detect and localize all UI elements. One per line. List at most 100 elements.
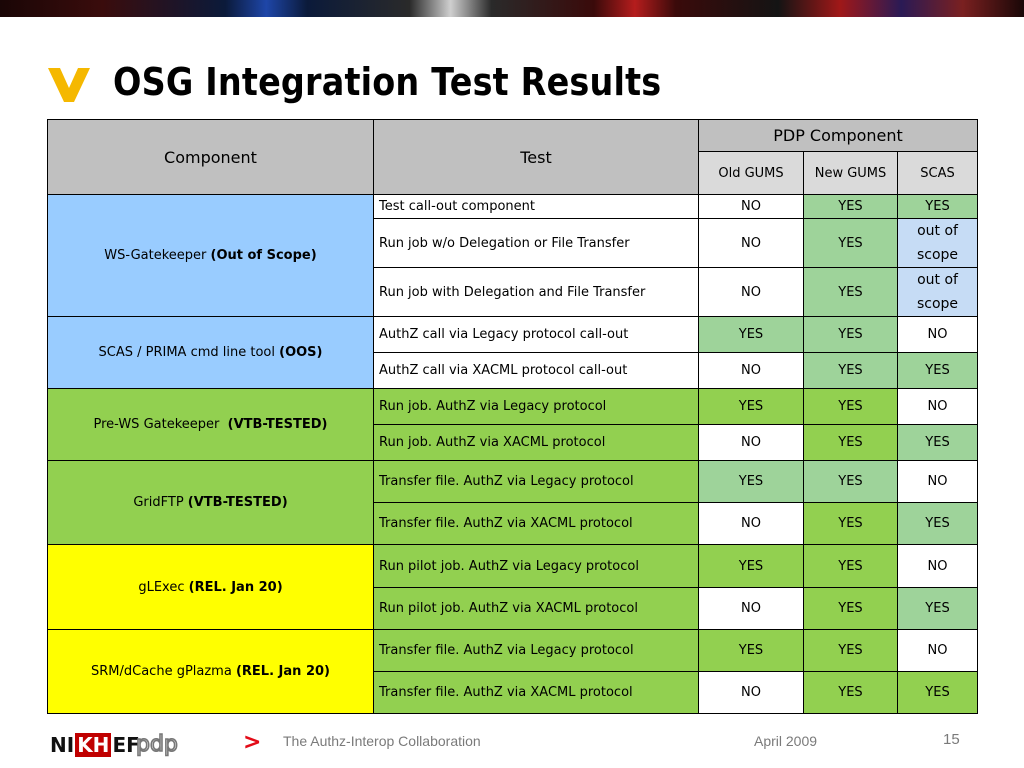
old-gums-cell: NO: [698, 424, 804, 461]
old-gums-cell: NO: [698, 587, 804, 630]
pdp-logo-text: pdp: [136, 732, 178, 757]
scas-cell: YES: [896, 587, 979, 630]
scas-cell: YES: [896, 424, 979, 461]
test-cell: Run job w/o Delegation or File Transfer: [373, 218, 699, 268]
old-gums-cell: NO: [698, 194, 804, 219]
new-gums-cell: YES: [803, 218, 898, 268]
component-status: (Out of Scope): [210, 248, 317, 263]
page-number: 15: [943, 731, 960, 748]
new-gums-cell: YES: [803, 544, 898, 588]
component-status: (REL. Jan 20): [235, 664, 330, 679]
footer-title: The Authz-Interop Collaboration: [283, 733, 481, 749]
new-gums-cell: YES: [803, 629, 898, 672]
test-cell: Transfer file. AuthZ via Legacy protocol: [373, 629, 699, 672]
component-cell: WS-Gatekeeper (Out of Scope): [47, 194, 374, 317]
test-cell: Run job. AuthZ via Legacy protocol: [373, 388, 699, 425]
component-name: Pre-WS Gatekeeper: [93, 417, 220, 432]
table-row: GridFTP (VTB-TESTED) Transfer file. Auth…: [47, 460, 979, 545]
old-gums-cell: NO: [698, 267, 804, 317]
old-gums-cell: YES: [698, 544, 804, 588]
new-gums-cell: YES: [803, 316, 898, 353]
new-gums-cell: YES: [803, 587, 898, 630]
table-row: Run job. AuthZ via XACML protocol NO YES…: [48, 424, 979, 461]
results-table: Component Test PDP Component Old GUMS Ne…: [47, 119, 979, 714]
old-gums-cell: YES: [698, 316, 804, 353]
table-row: SCAS / PRIMA cmd line tool (OOS) AuthZ c…: [47, 316, 979, 389]
footer-arrow-icon: >: [243, 730, 262, 755]
table-row: Run pilot job. AuthZ via XACML protocol …: [48, 587, 979, 630]
scas-cell: NO: [896, 629, 979, 672]
new-gums-cell: YES: [803, 194, 898, 219]
nikhef-logo: NI KH EF: [50, 732, 140, 758]
new-gums-cell: YES: [803, 502, 898, 545]
scas-cell: NO: [896, 544, 979, 588]
new-gums-cell: YES: [803, 671, 898, 714]
table-row: Run job w/o Delegation or File Transfer …: [48, 218, 979, 268]
new-gums-cell: YES: [803, 424, 898, 461]
new-gums-cell: YES: [803, 460, 898, 503]
component-status: (OOS): [279, 345, 323, 360]
component-status: (VTB-TESTED): [187, 495, 288, 510]
nikhef-logo-text-mid: KH: [75, 733, 112, 757]
table-row: Transfer file. AuthZ via XACML protocol …: [48, 502, 979, 545]
old-gums-cell: NO: [698, 502, 804, 545]
scas-cell: YES: [896, 352, 979, 389]
new-gums-cell: YES: [803, 267, 898, 317]
component-cell: SRM/dCache gPlazma (REL. Jan 20): [47, 629, 374, 714]
test-cell: Run job. AuthZ via XACML protocol: [373, 424, 699, 461]
header-pdp-component: PDP Component: [697, 119, 979, 152]
header-scas: SCAS: [896, 151, 979, 195]
test-cell: Run job with Delegation and File Transfe…: [373, 267, 699, 317]
slide-title: OSG Integration Test Results: [113, 60, 662, 104]
test-cell: Transfer file. AuthZ via XACML protocol: [373, 502, 699, 545]
header-component: Component: [47, 119, 374, 195]
old-gums-cell: NO: [698, 352, 804, 389]
old-gums-cell: YES: [698, 460, 804, 503]
pdp-logo: pdp: [136, 731, 179, 758]
test-cell: Transfer file. AuthZ via Legacy protocol: [373, 460, 699, 503]
component-cell: GridFTP (VTB-TESTED): [47, 460, 374, 545]
table-row: Pre-WS Gatekeeper (VTB-TESTED) Run job. …: [47, 388, 979, 461]
scas-cell: out of scope: [896, 218, 979, 268]
test-cell: Run pilot job. AuthZ via XACML protocol: [373, 587, 699, 630]
scas-cell: NO: [896, 388, 979, 425]
scas-cell: NO: [896, 460, 979, 503]
scas-cell: YES: [896, 194, 979, 219]
table-row: SRM/dCache gPlazma (REL. Jan 20) Transfe…: [47, 629, 979, 714]
nikhef-logo-text-left: NI: [50, 733, 75, 757]
component-name: SCAS / PRIMA cmd line tool: [98, 345, 275, 360]
scas-cell: out of scope: [896, 267, 979, 317]
component-cell: SCAS / PRIMA cmd line tool (OOS): [47, 316, 374, 389]
scas-cell: NO: [896, 316, 979, 353]
test-cell: AuthZ call via XACML protocol call-out: [373, 352, 699, 389]
old-gums-cell: NO: [698, 671, 804, 714]
table-row: Run job with Delegation and File Transfe…: [48, 267, 979, 317]
table-row: WS-Gatekeeper (Out of Scope) Test call-o…: [47, 194, 979, 317]
header-new-gums: New GUMS: [803, 151, 898, 195]
new-gums-cell: YES: [803, 388, 898, 425]
old-gums-cell: YES: [698, 388, 804, 425]
nikhef-logo-text-right: EF: [112, 733, 140, 757]
table-row: AuthZ call via XACML protocol call-out N…: [48, 352, 979, 389]
footer-date: April 2009: [754, 733, 818, 749]
component-cell: Pre-WS Gatekeeper (VTB-TESTED): [47, 388, 374, 461]
header-banner-image: [0, 0, 1024, 17]
component-status: (REL. Jan 20): [188, 579, 283, 595]
test-cell: AuthZ call via Legacy protocol call-out: [373, 316, 699, 353]
component-cell: gLExec (REL. Jan 20): [47, 544, 374, 630]
test-cell: Run pilot job. AuthZ via Legacy protocol: [373, 544, 699, 588]
component-status: (VTB-TESTED): [227, 417, 328, 432]
component-name: SRM/dCache gPlazma: [91, 664, 232, 679]
table-row: Transfer file. AuthZ via XACML protocol …: [48, 671, 979, 714]
new-gums-cell: YES: [803, 352, 898, 389]
component-name: WS-Gatekeeper: [104, 248, 207, 263]
test-cell: Transfer file. AuthZ via XACML protocol: [373, 671, 699, 714]
header-test: Test: [373, 119, 699, 195]
header-old-gums: Old GUMS: [698, 151, 804, 195]
table-row: gLExec (REL. Jan 20) Run pilot job. Auth…: [47, 544, 979, 630]
chevron-down-icon: [48, 68, 90, 102]
scas-cell: YES: [896, 502, 979, 545]
scas-cell: YES: [896, 671, 979, 714]
test-cell: Test call-out component: [373, 194, 699, 219]
component-name: GridFTP: [133, 495, 184, 510]
